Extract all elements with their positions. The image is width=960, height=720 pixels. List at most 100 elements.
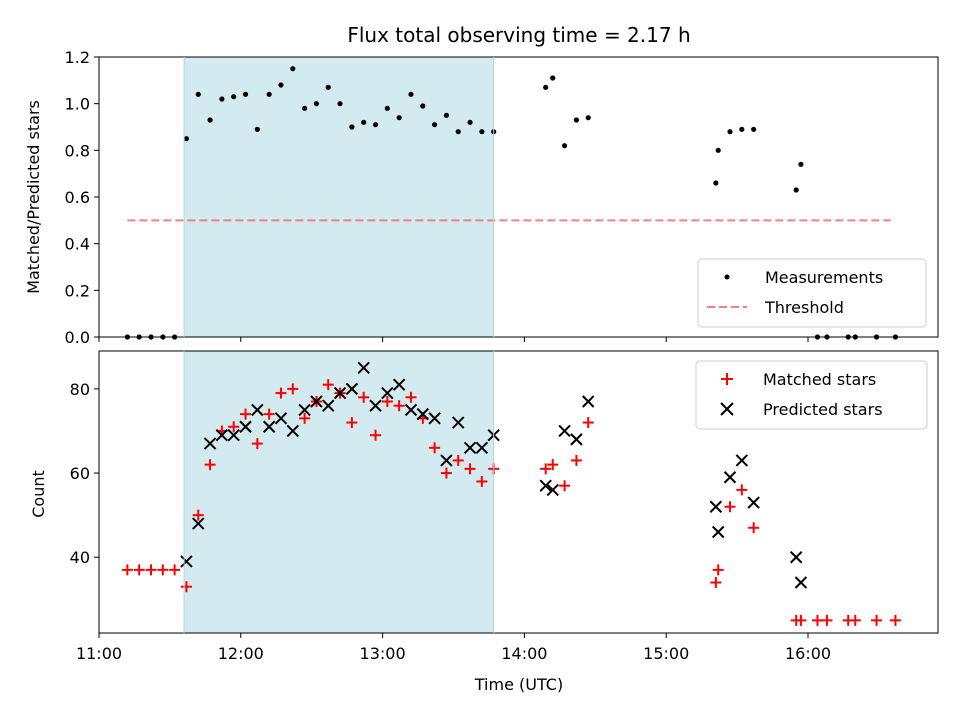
- predicted-star-point: [570, 433, 583, 446]
- measurement-point: [793, 187, 799, 193]
- matched-star-point: [251, 438, 263, 450]
- measurement-point: [713, 180, 719, 186]
- measurement-point: [313, 101, 320, 107]
- measurement-point: [479, 129, 485, 135]
- matched-star-point: [476, 475, 488, 487]
- top-panel: 0.0 0.2 0.4 0.6 0.8 1.0 1.2 Matched/Predicted …: [24, 48, 939, 347]
- measurement-point: [727, 129, 733, 135]
- matched-star-point: [724, 501, 736, 513]
- measurement-point: [420, 103, 426, 109]
- legend-matched-marker: [721, 373, 733, 385]
- x-tick-label: 11:00: [76, 644, 122, 663]
- bottom-legend-box: [695, 360, 928, 430]
- predicted-star-point: [369, 399, 382, 412]
- measurement-point: [266, 91, 272, 97]
- predicted-star-point: [789, 551, 803, 564]
- matched-star-point: [464, 463, 476, 475]
- measurement-point: [432, 122, 438, 128]
- measurement-point: [798, 161, 804, 167]
- matched-star-point: [811, 614, 823, 626]
- y-tick-label: 40: [70, 548, 90, 567]
- predicted-star-point: [452, 416, 465, 429]
- matched-star-point: [240, 408, 252, 420]
- bottom-panel: 40 60 80 11:00 12:00 13:00 14:00 15:00 16:00 Co…: [29, 350, 939, 694]
- matched-star-point: [204, 459, 216, 471]
- matched-star-point: [429, 442, 441, 454]
- matched-star-point: [712, 564, 724, 576]
- matched-star-point: [440, 467, 452, 479]
- measurement-point: [585, 115, 591, 121]
- predicted-star-point: [192, 517, 205, 530]
- measurement-point: [231, 94, 237, 100]
- x-tick-label: 14:00: [501, 644, 547, 663]
- top-y-ticks: 0.0 0.2 0.4 0.6 0.8 1.0 1.2: [65, 48, 99, 347]
- bottom-x-ticks: 11:00 12:00 13:00 14:00 15:00 16:00: [76, 633, 831, 663]
- matched-star-point: [263, 408, 275, 420]
- y-tick-label: 0.8: [65, 141, 90, 160]
- matched-star-point: [849, 614, 861, 626]
- x-tick-label: 13:00: [360, 644, 406, 663]
- matched-star-point: [287, 383, 299, 395]
- x-axis-label: Time (UTC): [474, 675, 563, 694]
- matched-star-point: [133, 564, 145, 576]
- predicted-star-point: [428, 412, 441, 425]
- predicted-star-point: [404, 403, 418, 417]
- observing-interval-shade-top: [184, 57, 494, 337]
- predicted-star-point: [239, 420, 252, 433]
- legend-predicted-marker: [720, 402, 734, 416]
- measurement-point: [361, 119, 367, 125]
- legend-matched-label: Matched stars: [763, 370, 876, 389]
- top-y-axis-label: Matched/Predicted stars: [24, 100, 43, 294]
- matched-star-point: [540, 463, 552, 475]
- matched-star-point: [275, 387, 287, 399]
- bottom-legend: Matched stars Predicted stars: [695, 360, 928, 430]
- y-tick-label: 80: [70, 380, 90, 399]
- star-count-points: [121, 361, 901, 626]
- predicted-star-point: [440, 454, 453, 467]
- predicted-star-point: [747, 496, 760, 509]
- bottom-plot-frame: [98, 350, 939, 634]
- y-tick-label: 1.2: [65, 48, 90, 67]
- predicted-star-point: [262, 420, 276, 433]
- predicted-star-point: [416, 407, 429, 421]
- measurement-point: [183, 136, 190, 142]
- matched-star-point: [145, 564, 157, 576]
- measurement-point: [372, 122, 379, 128]
- matched-star-point: [559, 480, 571, 492]
- measurement-point: [207, 117, 213, 123]
- matched-star-point: [871, 614, 883, 626]
- x-tick-label: 15:00: [643, 644, 689, 663]
- predicted-star-point: [582, 395, 595, 408]
- measurement-point: [254, 126, 260, 132]
- chart-title: Flux total observing time = 2.17 h: [347, 23, 690, 47]
- predicted-star-point: [475, 441, 489, 455]
- matched-star-point: [736, 484, 748, 496]
- y-tick-label: 1.0: [65, 95, 90, 114]
- y-tick-label: 0.2: [65, 281, 90, 300]
- y-tick-label: 60: [70, 464, 90, 483]
- measurement-point: [443, 112, 450, 118]
- measurement-point: [739, 126, 745, 132]
- measurement-point: [573, 117, 580, 123]
- matched-star-point: [192, 509, 204, 521]
- predicted-star-point: [539, 479, 552, 492]
- predicted-star-point: [463, 441, 477, 455]
- legend-measurements-marker: [724, 274, 730, 280]
- measurement-point: [195, 91, 201, 97]
- matched-star-point: [381, 396, 393, 408]
- measurement-point: [408, 91, 414, 97]
- predicted-star-point: [709, 500, 723, 513]
- measurement-point: [396, 115, 402, 121]
- matched-star-point: [322, 379, 334, 391]
- predicted-star-point: [203, 437, 217, 450]
- predicted-star-point: [558, 424, 571, 438]
- predicted-star-point: [546, 483, 559, 497]
- measurement-point: [302, 105, 308, 111]
- matched-star-point: [582, 417, 594, 429]
- measurement-point: [455, 129, 461, 135]
- measurement-point: [325, 84, 331, 90]
- legend-threshold-label: Threshold: [764, 298, 844, 317]
- y-tick-label: 0.4: [65, 235, 90, 254]
- matched-star-point: [358, 391, 370, 403]
